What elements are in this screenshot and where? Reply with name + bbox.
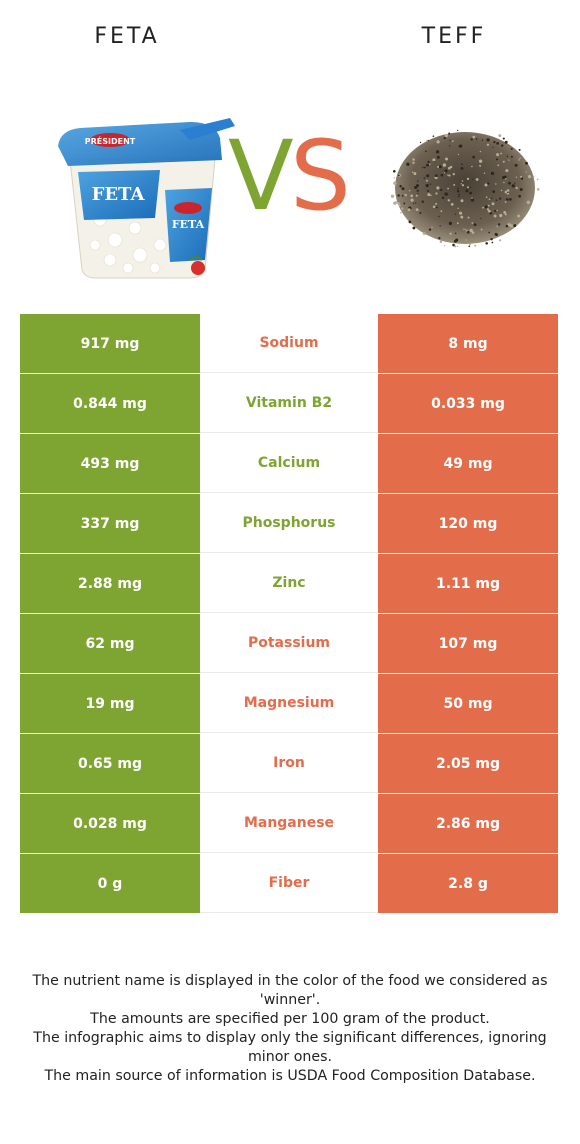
left-value: 62 mg: [20, 614, 200, 673]
footnote-line: The amounts are specified per 100 gram o…: [90, 1011, 490, 1027]
table-row: 0 g Fiber 2.8 g: [20, 854, 558, 913]
table-row: 917 mg Sodium 8 mg: [20, 314, 558, 373]
table-row: 0.65 mg Iron 2.05 mg: [20, 734, 558, 793]
left-value: 0.028 mg: [20, 794, 200, 853]
vs-letter-s: S: [290, 120, 351, 232]
right-value: 107 mg: [378, 614, 558, 673]
left-food-title: FETA: [94, 24, 160, 49]
table-row: 337 mg Phosphorus 120 mg: [20, 494, 558, 553]
left-value: 0 g: [20, 854, 200, 913]
right-value: 49 mg: [378, 434, 558, 493]
nutrient-comparison-table: 917 mg Sodium 8 mg 0.844 mg Vitamin B2 0.033 …: [20, 314, 558, 914]
table-row: 0.844 mg Vitamin B2 0.033 mg: [20, 374, 558, 433]
left-value: 19 mg: [20, 674, 200, 733]
left-value: 493 mg: [20, 434, 200, 493]
nutrient-name: Phosphorus: [200, 494, 378, 553]
right-food-title: TEFF: [421, 24, 487, 49]
teff-grain-pile-icon: [390, 129, 540, 248]
left-value: 2.88 mg: [20, 554, 200, 613]
right-value: 2.8 g: [378, 854, 558, 913]
left-value: 0.65 mg: [20, 734, 200, 793]
footnote-line: The infographic aims to display only the…: [33, 1030, 547, 1065]
nutrient-name: Iron: [200, 734, 378, 793]
footnote: The nutrient name is displayed in the co…: [14, 972, 566, 1086]
right-value: 50 mg: [378, 674, 558, 733]
table-row: 62 mg Potassium 107 mg: [20, 614, 558, 673]
svg-text:FETA: FETA: [172, 218, 205, 231]
left-value: 337 mg: [20, 494, 200, 553]
left-value: 917 mg: [20, 314, 200, 373]
nutrient-name: Potassium: [200, 614, 378, 673]
table-row: 0.028 mg Manganese 2.86 mg: [20, 794, 558, 853]
right-value: 1.11 mg: [378, 554, 558, 613]
nutrient-name: Calcium: [200, 434, 378, 493]
nutrient-name: Fiber: [200, 854, 378, 913]
table-row: 2.88 mg Zinc 1.11 mg: [20, 554, 558, 613]
vs-letter-v: V: [228, 120, 294, 232]
footnote-line: The main source of information is USDA F…: [44, 1068, 536, 1084]
nutrient-name: Vitamin B2: [200, 374, 378, 433]
nutrient-name: Zinc: [200, 554, 378, 613]
right-value: 8 mg: [378, 314, 558, 373]
svg-text:FETA: FETA: [92, 184, 146, 205]
footnote-line: The nutrient name is displayed in the co…: [32, 973, 548, 1008]
nutrient-name: Magnesium: [200, 674, 378, 733]
table-row: 493 mg Calcium 49 mg: [20, 434, 558, 493]
right-value: 2.05 mg: [378, 734, 558, 793]
left-value: 0.844 mg: [20, 374, 200, 433]
right-value: 2.86 mg: [378, 794, 558, 853]
table-row: 19 mg Magnesium 50 mg: [20, 674, 558, 733]
right-value: 120 mg: [378, 494, 558, 553]
nutrient-name: Sodium: [200, 314, 378, 373]
svg-text:PRÉSIDENT: PRÉSIDENT: [85, 135, 136, 146]
feta-crumbles-tub-icon: FETA FETA PRÉSIDENT: [58, 118, 235, 279]
nutrient-name: Manganese: [200, 794, 378, 853]
right-value: 0.033 mg: [378, 374, 558, 433]
